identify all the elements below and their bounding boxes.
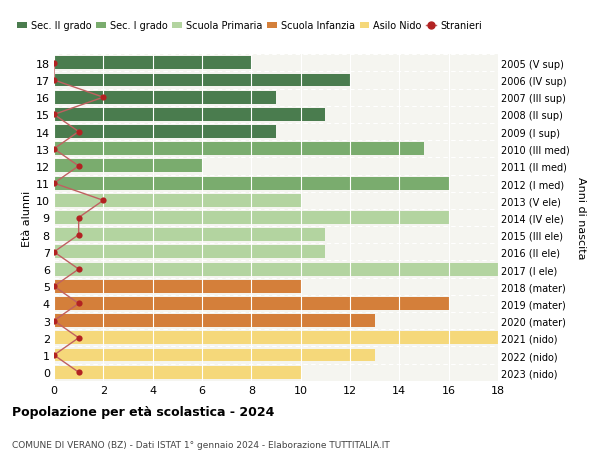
Bar [54, 263, 498, 276]
Bar [54, 57, 251, 70]
Bar [54, 297, 449, 310]
Point [74, 214, 83, 222]
Point [49, 112, 59, 119]
Bar [54, 160, 202, 173]
Bar [54, 126, 276, 139]
Point [49, 60, 59, 67]
Point [49, 352, 59, 359]
Y-axis label: Anni di nascita: Anni di nascita [576, 177, 586, 259]
Bar [54, 195, 301, 207]
Point [49, 249, 59, 256]
Point [98, 94, 108, 101]
Point [49, 180, 59, 187]
Y-axis label: Età alunni: Età alunni [22, 190, 32, 246]
Bar [54, 366, 301, 379]
Point [49, 283, 59, 290]
Point [74, 163, 83, 170]
Legend: Sec. II grado, Sec. I grado, Scuola Primaria, Scuola Infanzia, Asilo Nido, Stran: Sec. II grado, Sec. I grado, Scuola Prim… [13, 17, 485, 35]
Point [49, 317, 59, 325]
Bar [54, 229, 325, 241]
Bar [54, 332, 498, 345]
Bar [54, 143, 424, 156]
Bar [54, 91, 276, 104]
Bar [54, 280, 301, 293]
Point [74, 300, 83, 308]
Bar [54, 177, 449, 190]
Bar [54, 74, 350, 87]
Bar [54, 314, 374, 327]
Bar [54, 349, 374, 362]
Point [74, 129, 83, 136]
Text: COMUNE DI VERANO (BZ) - Dati ISTAT 1° gennaio 2024 - Elaborazione TUTTITALIA.IT: COMUNE DI VERANO (BZ) - Dati ISTAT 1° ge… [12, 441, 390, 449]
Point [49, 146, 59, 153]
Bar [54, 212, 449, 224]
Point [49, 77, 59, 84]
Bar [54, 109, 325, 122]
Bar [54, 246, 325, 259]
Point [98, 197, 108, 205]
Text: Popolazione per età scolastica - 2024: Popolazione per età scolastica - 2024 [12, 405, 274, 419]
Point [74, 369, 83, 376]
Point [74, 231, 83, 239]
Point [74, 266, 83, 273]
Point [74, 335, 83, 342]
